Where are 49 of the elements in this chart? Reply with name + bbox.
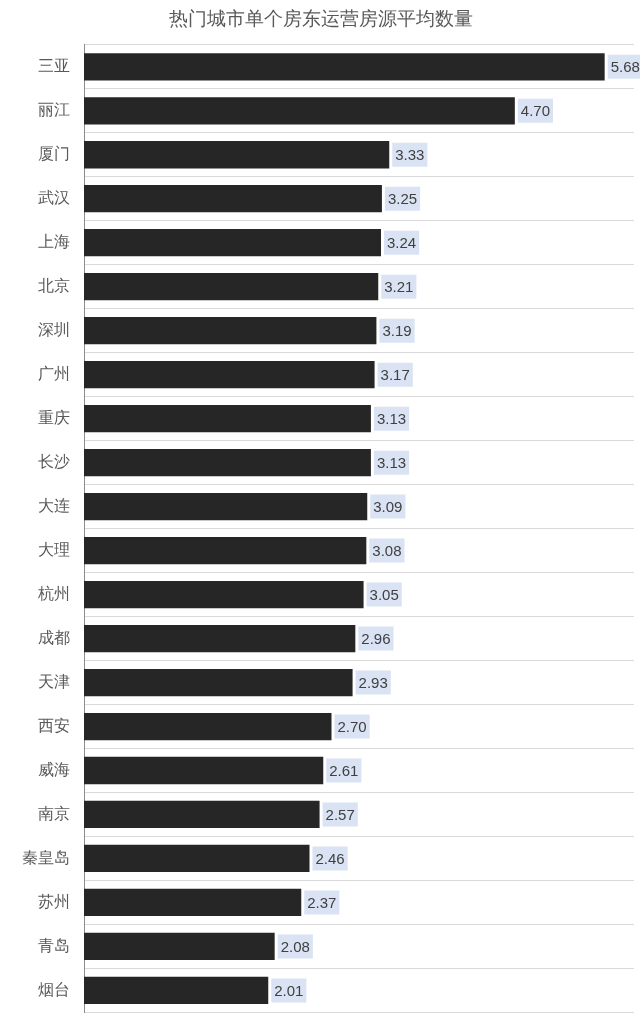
data-label: 3.08	[372, 541, 402, 559]
y-tick-label: 苏州	[38, 892, 70, 910]
y-tick-label: 天津	[38, 672, 70, 690]
bar	[84, 405, 371, 433]
y-tick-label: 广州	[38, 365, 70, 383]
y-tick-label: 厦门	[38, 145, 70, 163]
data-label: 5.68	[610, 57, 640, 75]
y-tick-label: 西安	[38, 716, 70, 734]
y-tick-label: 秦皇岛	[22, 848, 70, 866]
data-label: 3.13	[376, 409, 407, 427]
bar	[84, 185, 382, 213]
data-label: 3.19	[382, 321, 412, 339]
data-label: 4.70	[520, 101, 551, 119]
y-tick-label: 南京	[38, 804, 70, 822]
y-tick-label: 重庆	[38, 409, 70, 427]
bar	[84, 448, 371, 477]
bar	[84, 229, 381, 257]
data-label: 3.13	[376, 453, 407, 471]
data-label: 2.37	[307, 893, 337, 911]
y-tick-label: 上海	[38, 233, 70, 251]
y-tick-label: 三亚	[38, 57, 70, 75]
y-tick-label: 青岛	[38, 936, 70, 954]
y-tick-label: 烟台	[38, 980, 70, 998]
data-label: 2.70	[337, 717, 367, 735]
data-label: 2.01	[274, 981, 304, 999]
data-label: 3.05	[369, 585, 399, 603]
y-tick-label: 长沙	[38, 453, 70, 471]
chart-title: 热门城市单个房东运营房源平均数量	[169, 7, 473, 29]
y-tick-label: 大理	[38, 541, 70, 558]
data-label: 2.93	[358, 673, 388, 691]
y-tick-label: 北京	[38, 277, 70, 295]
y-tick-label: 大连	[38, 497, 70, 515]
data-label: 3.24	[387, 233, 417, 251]
data-label: 3.21	[384, 277, 414, 295]
data-label: 3.25	[387, 189, 418, 207]
data-label: 3.09	[373, 497, 403, 515]
y-tick-label: 深圳	[38, 321, 70, 339]
data-label: 2.61	[329, 761, 359, 779]
data-label: 2.08	[280, 937, 310, 955]
data-label: 2.96	[361, 629, 391, 647]
y-tick-label: 成都	[38, 628, 70, 646]
y-tick-label: 丽江	[38, 101, 70, 119]
y-tick-label: 杭州	[37, 584, 70, 602]
data-label: 2.46	[315, 849, 345, 867]
y-tick-label: 威海	[38, 760, 70, 778]
data-label: 2.57	[325, 805, 355, 823]
data-label: 3.33	[395, 145, 425, 163]
y-tick-label: 武汉	[38, 189, 70, 207]
data-label: 3.17	[380, 365, 410, 383]
